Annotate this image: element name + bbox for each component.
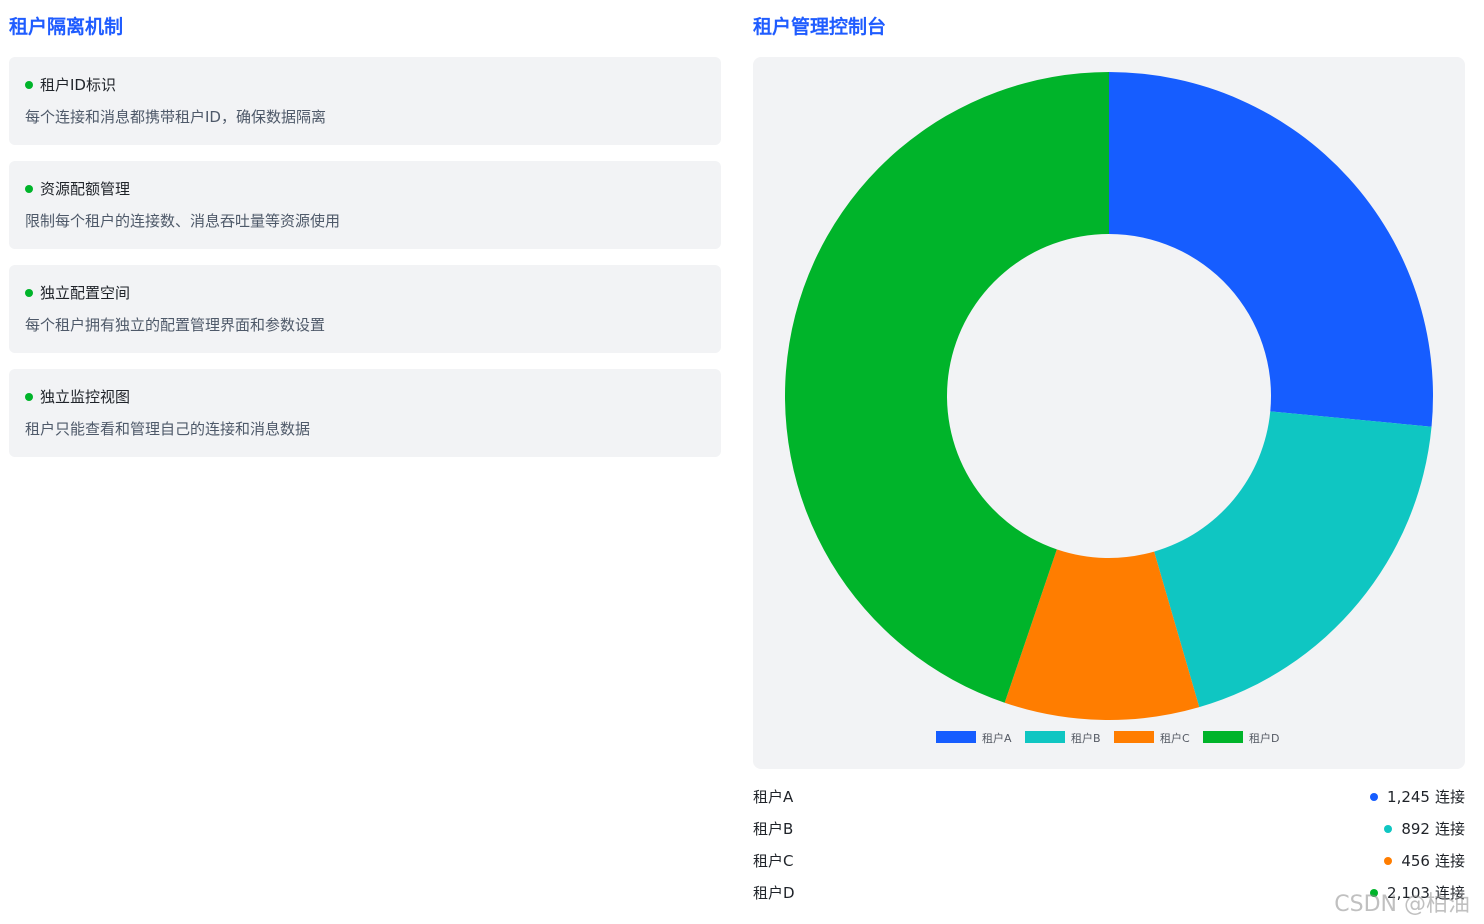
legend-label: 租户C	[1160, 731, 1190, 745]
donut-slice-3[interactable]	[1004, 549, 1200, 720]
connection-value: 456	[1401, 852, 1430, 870]
tenant-name: 租户C	[753, 852, 794, 870]
legend-item[interactable]: 租户B	[1025, 731, 1101, 745]
tenant-connection-count: 1,245 连接	[1370, 785, 1465, 809]
connection-unit: 连接	[1434, 852, 1465, 870]
tenant-name: 租户D	[753, 884, 795, 902]
tenant-stats-list: 租户A 1,245 连接 租户B 892 连接 租户C 456 连接 租户D 2,103 连接	[753, 781, 1465, 909]
status-dot-icon	[1370, 889, 1379, 897]
isolation-card: 资源配额管理 限制每个租户的连接数、消息吞吐量等资源使用	[9, 161, 721, 249]
legend-swatch	[1203, 731, 1243, 743]
card-title: 租户ID标识	[40, 76, 116, 94]
tenant-connection-count: 892 连接	[1384, 817, 1465, 841]
card-bullet-icon	[25, 393, 33, 401]
card-description: 限制每个租户的连接数、消息吞吐量等资源使用	[25, 212, 341, 230]
legend-item[interactable]: 租户C	[1114, 731, 1190, 745]
legend-label: 租户B	[1071, 731, 1101, 745]
card-bullet-icon	[25, 81, 33, 89]
connection-unit: 连接	[1434, 884, 1465, 902]
donut-slice-4[interactable]	[785, 72, 1109, 703]
isolation-section-title: 租户隔离机制	[9, 16, 124, 38]
status-dot-icon	[1370, 793, 1379, 801]
donut-slice-2[interactable]	[1154, 411, 1432, 708]
tenant-name: 租户B	[753, 820, 794, 838]
donut-chart-svg: 租户A 租户B 租户C 租户D	[785, 72, 1433, 745]
tenant-connection-count: 2,103 连接	[1370, 881, 1465, 905]
connection-unit: 连接	[1434, 820, 1465, 838]
isolation-card: 独立监控视图 租户只能查看和管理自己的连接和消息数据	[9, 369, 721, 457]
legend-item[interactable]: 租户D	[1203, 731, 1279, 745]
tenant-stat-row: 租户D 2,103 连接	[753, 877, 1465, 909]
isolation-card: 租户ID标识 每个连接和消息都携带租户ID，确保数据隔离	[9, 57, 721, 145]
tenant-name: 租户A	[753, 788, 794, 806]
legend-swatch	[1114, 731, 1154, 743]
legend-item[interactable]: 租户A	[936, 731, 1012, 745]
status-dot-icon	[1384, 857, 1393, 865]
tenant-stat-row: 租户B 892 连接	[753, 813, 1465, 845]
connection-unit: 连接	[1434, 788, 1465, 806]
card-bullet-icon	[25, 185, 33, 193]
legend-label: 租户D	[1249, 731, 1279, 745]
isolation-card-list: 租户ID标识 每个连接和消息都携带租户ID，确保数据隔离 资源配额管理 限制每个…	[9, 57, 721, 473]
tenant-connection-count: 456 连接	[1384, 849, 1465, 873]
connection-value: 892	[1401, 820, 1430, 838]
legend-swatch	[1025, 731, 1065, 743]
tenant-stat-row: 租户C 456 连接	[753, 845, 1465, 877]
card-bullet-icon	[25, 289, 33, 297]
tenant-donut-chart: 租户A 租户B 租户C 租户D	[753, 57, 1465, 769]
console-section-title: 租户管理控制台	[753, 16, 887, 38]
card-description: 每个租户拥有独立的配置管理界面和参数设置	[25, 316, 326, 334]
donut-slice-1[interactable]	[1109, 72, 1433, 427]
legend-swatch	[936, 731, 976, 743]
card-title: 独立配置空间	[40, 284, 131, 302]
card-description: 每个连接和消息都携带租户ID，确保数据隔离	[25, 108, 326, 126]
card-title: 独立监控视图	[40, 388, 131, 406]
card-title: 资源配额管理	[40, 180, 131, 198]
legend-label: 租户A	[982, 731, 1012, 745]
card-description: 租户只能查看和管理自己的连接和消息数据	[25, 420, 311, 438]
status-dot-icon	[1384, 825, 1393, 833]
connection-value: 1,245	[1387, 788, 1430, 806]
connection-value: 2,103	[1387, 884, 1430, 902]
tenant-stat-row: 租户A 1,245 连接	[753, 781, 1465, 813]
isolation-card: 独立配置空间 每个租户拥有独立的配置管理界面和参数设置	[9, 265, 721, 353]
